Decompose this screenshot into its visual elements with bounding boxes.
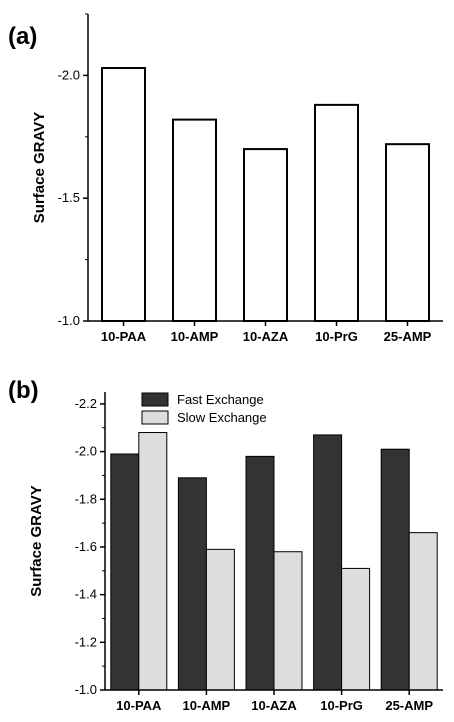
y-tick-label: -2.0 [58,67,80,82]
y-axis-title: Surface GRAVY [28,485,45,596]
y-tick-label: -1.6 [75,539,97,554]
x-tick-label: 10-PrG [320,698,363,713]
x-tick-label: 10-AMP [183,698,231,713]
x-tick-label: 25-AMP [385,698,433,713]
bar-fast-25-amp [380,448,410,691]
bar-slow-10-paa [138,432,168,691]
panel-b-chart: (b) -1.0 -1.2 -1.4 -1.6 -1.8 -2.0 -2.2 10-PAA 10-… [8,377,443,713]
bar-slow-10-amp [205,548,235,691]
bar-slow-10-aza [273,551,303,691]
y-tick-label: -1.0 [58,313,80,328]
x-tick-label: 10-PAA [116,698,162,713]
x-tick-label: 10-AZA [251,698,297,713]
y-tick-label: -1.8 [75,491,97,506]
legend-label: Slow Exchange [177,410,267,425]
y-tick-label: -2.2 [75,396,97,411]
bar-slow-10-prg [341,567,371,691]
panel-a-chart: (a) -1.0 -1.5 -2.0 10-PAA 10-AMP 10-AZA 10-PrG 2… [8,13,443,344]
bar-fast-10-aza [245,455,275,691]
bar-fast-10-paa [110,453,140,691]
y-tick-label: -2.0 [75,444,97,459]
x-tick-label: 10-PAA [101,329,147,344]
legend-label: Fast Exchange [177,392,264,407]
x-tick-label: 10-PrG [315,329,358,344]
y-tick-label: -1.2 [75,634,97,649]
y-axis-title: Surface GRAVY [31,112,48,223]
bar-fast-10-prg [313,434,343,691]
panel-label: (a) [8,23,37,50]
bar-10-amp [172,118,217,322]
panel-label: (b) [8,377,39,404]
bar-25-amp [385,143,430,322]
legend-swatch [141,392,169,407]
bar-10-paa [101,67,146,322]
bar-10-prg [314,103,359,323]
legend-swatch [141,410,169,425]
x-tick-label: 25-AMP [384,329,432,344]
y-tick-label: -1.5 [58,190,80,205]
bar-fast-10-amp [177,477,207,691]
bar-slow-25-amp [408,532,438,691]
y-tick-label: -1.0 [75,682,97,697]
y-tick-label: -1.4 [75,587,97,602]
x-tick-label: 10-AMP [171,329,219,344]
bar-10-aza [243,148,288,322]
x-tick-label: 10-AZA [243,329,289,344]
